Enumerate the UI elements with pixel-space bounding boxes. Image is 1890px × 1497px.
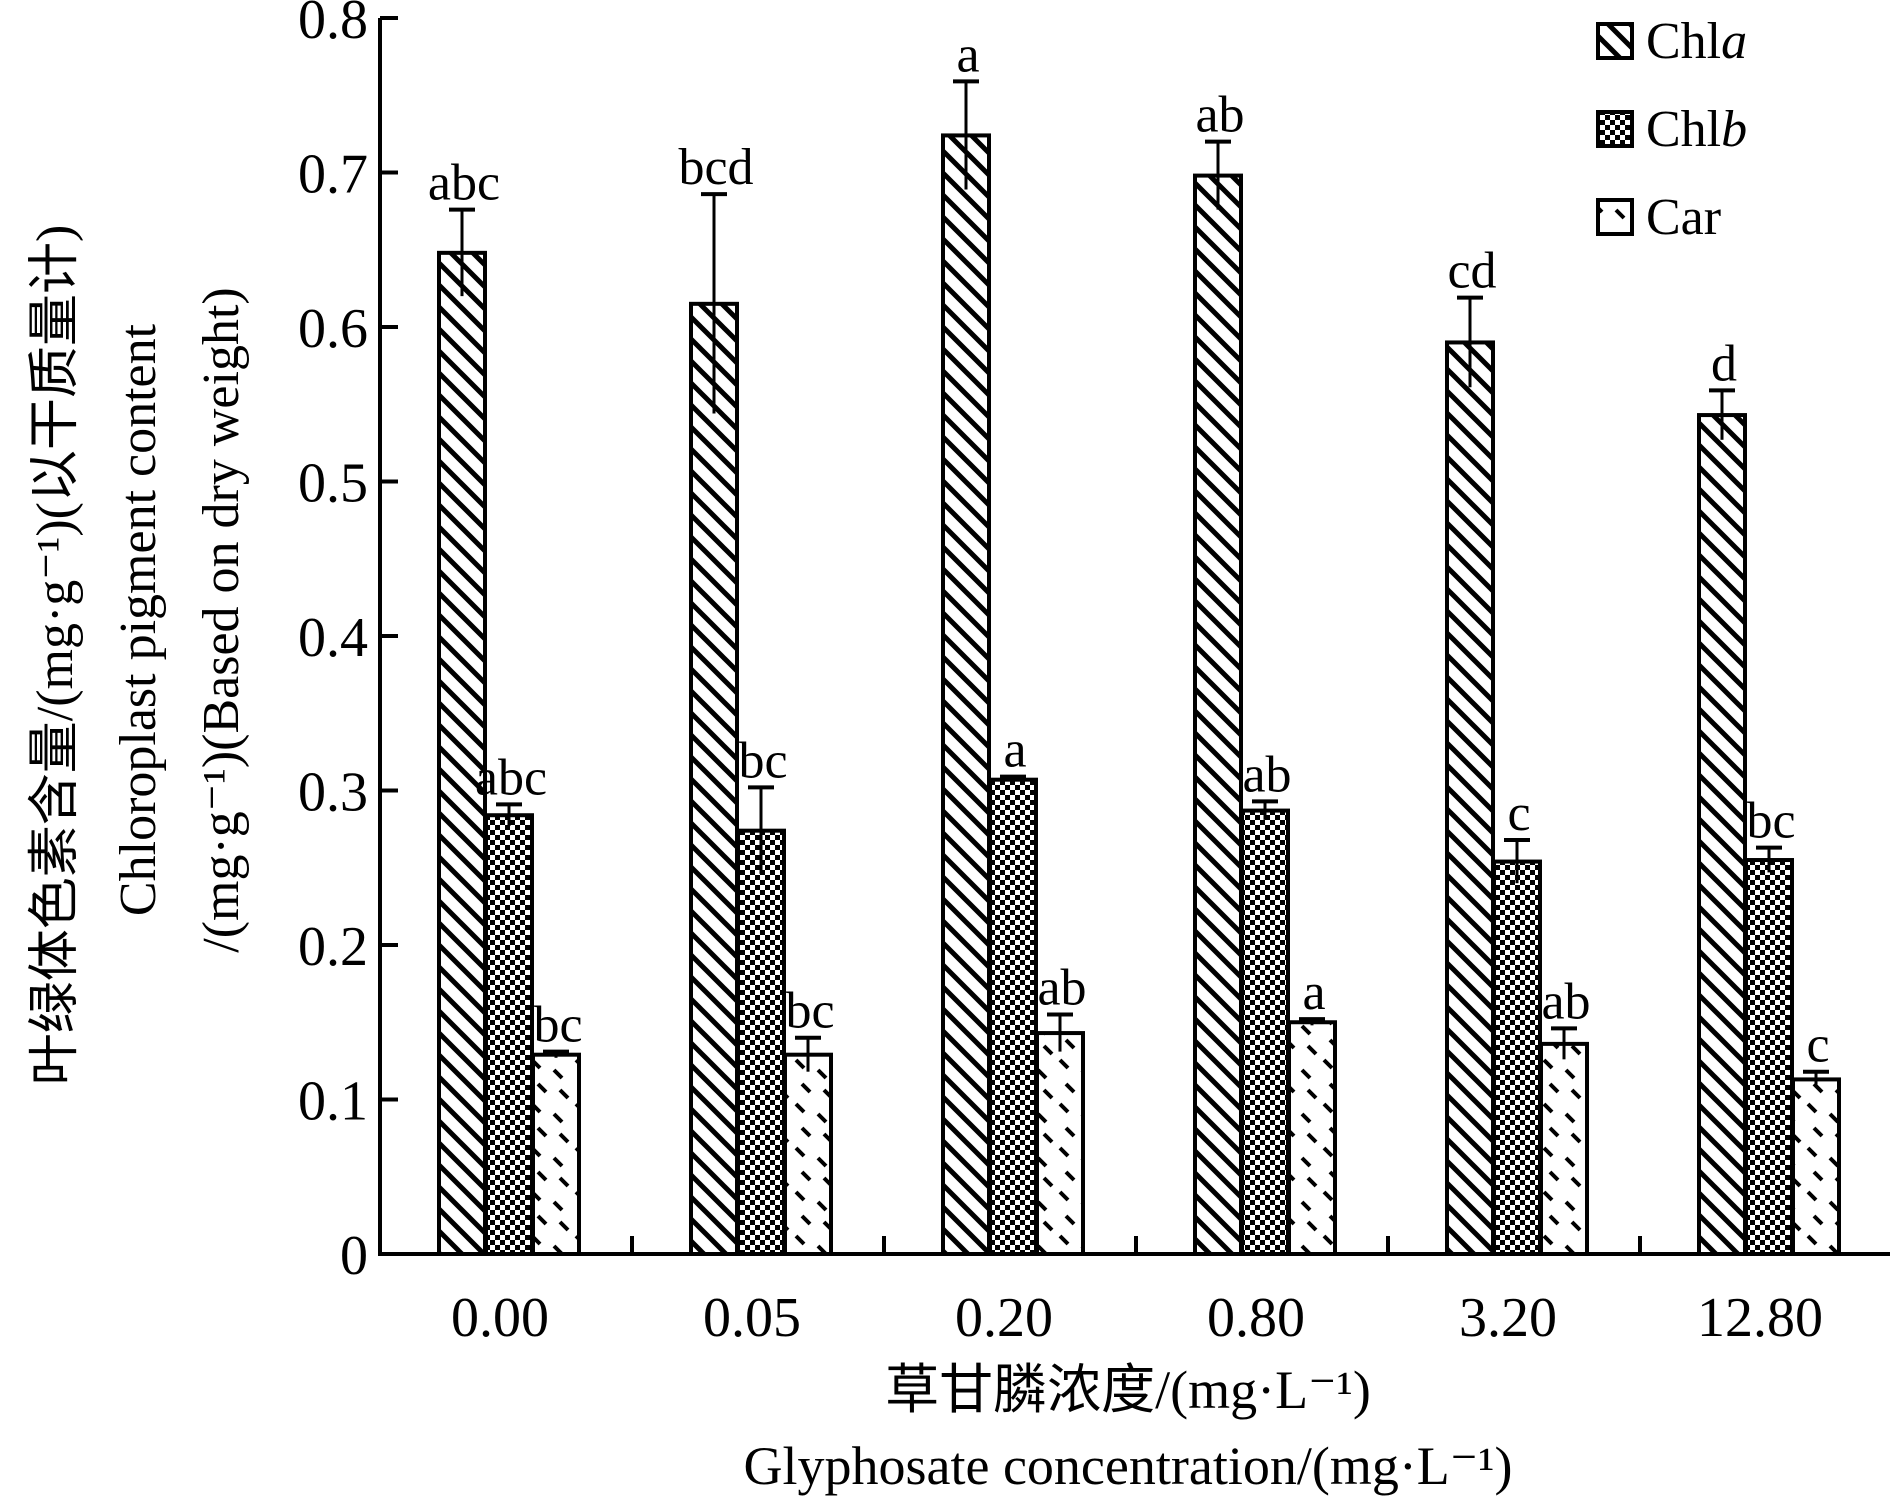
bar-car-1 (783, 1052, 833, 1256)
y-axis-label-line3: /(mg·g⁻¹)(Based on dry weight) (193, 287, 250, 952)
significance-label: ab (1195, 87, 1244, 144)
significance-label: c (1806, 1017, 1829, 1074)
error-bars (449, 79, 1829, 1088)
bar-chlb-3 (1240, 808, 1290, 1257)
significance-label: bc (738, 732, 787, 789)
bar-chla-5 (1697, 413, 1747, 1256)
x-tick-label: 12.80 (1697, 1287, 1823, 1349)
legend-label-chla: Chla (1646, 13, 1747, 70)
y-tick-label: 0.4 (298, 607, 368, 669)
y-tick-label: 0.6 (298, 298, 368, 360)
significance-label: bc (533, 997, 582, 1054)
bar-car-3 (1287, 1020, 1337, 1256)
legend-swatch-chla (1596, 22, 1634, 60)
legend-label-chlb: Chlb (1646, 101, 1747, 158)
significance-label: a (1003, 722, 1026, 779)
y-tick-label: 0.3 (298, 762, 368, 824)
y-tick-label: 0.7 (298, 144, 368, 206)
y-tick-label: 0 (340, 1225, 368, 1287)
bar-car-0 (531, 1052, 581, 1256)
bar-chlb-5 (1744, 858, 1794, 1257)
y-tick-label: 0.5 (298, 453, 368, 515)
significance-label: bcd (678, 139, 753, 196)
bar-chla-2 (941, 133, 991, 1256)
bars (437, 133, 1841, 1257)
significance-label: bc (1746, 793, 1795, 850)
significance-label: bc (785, 983, 834, 1040)
legend-swatch-car (1596, 198, 1634, 236)
significance-label: ab (1541, 973, 1590, 1030)
significance-label: abc (475, 749, 547, 806)
significance-label: c (1507, 785, 1530, 842)
bar-car-2 (1035, 1031, 1085, 1256)
y-axis: 0 0.1 0.2 0.3 0.4 0.5 0.6 0.7 0.8 (298, 0, 398, 1287)
bar-chla-4 (1445, 340, 1495, 1256)
x-axis-label-line1: 草甘膦浓度/(mg·L⁻¹) (885, 1360, 1371, 1420)
legend-label-base: Chl (1646, 13, 1721, 70)
x-tick-label: 0.05 (703, 1287, 801, 1349)
bar-car-4 (1539, 1041, 1589, 1256)
significance-label: a (1302, 964, 1325, 1021)
y-tick-label: 0.1 (298, 1071, 368, 1133)
significance-label: d (1711, 335, 1737, 392)
legend-label-italic: a (1721, 13, 1747, 70)
significance-label: a (956, 26, 979, 83)
x-tick-label: 0.00 (451, 1287, 549, 1349)
bar-chla-3 (1193, 173, 1243, 1257)
x-axis-label-line2: Glyphosate concentration/(mg·L⁻¹) (744, 1436, 1513, 1496)
y-tick-label: 0.8 (298, 0, 368, 51)
x-axis: 0.00 0.05 0.20 0.80 3.20 12.80 (451, 1236, 1823, 1349)
bar-chlb-0 (484, 813, 534, 1256)
bar-car-5 (1791, 1077, 1841, 1257)
bar-chlb-1 (736, 828, 786, 1256)
bar-chlb-2 (988, 777, 1038, 1256)
x-tick-label: 3.20 (1459, 1287, 1557, 1349)
x-tick-label: 0.80 (1207, 1287, 1305, 1349)
y-axis-label: 叶绿体色素含量/(mg·g⁻¹)(以干质量计) Chloroplast pigm… (27, 225, 250, 1086)
significance-label: cd (1447, 243, 1496, 300)
y-axis-label-line1: 叶绿体色素含量/(mg·g⁻¹)(以干质量计) (27, 225, 84, 1086)
bar-chla-1 (689, 301, 739, 1256)
legend-label-base: Car (1646, 189, 1721, 246)
bar-chlb-4 (1492, 859, 1542, 1256)
legend-label-car: Car (1646, 189, 1721, 246)
x-tick-label: 0.20 (955, 1287, 1053, 1349)
y-axis-label-line2: Chloroplast pigment content (110, 323, 167, 916)
significance-label: ab (1037, 960, 1086, 1017)
significance-label: abc (428, 155, 500, 212)
legend-swatch-chlb (1596, 110, 1634, 148)
significance-label: ab (1242, 746, 1291, 803)
x-axis-label: 草甘膦浓度/(mg·L⁻¹) Glyphosate concentration/… (744, 1360, 1513, 1496)
bar-chla-0 (437, 250, 487, 1256)
y-tick-label: 0.2 (298, 916, 368, 978)
axis-lines (378, 18, 1890, 1256)
legend-label-italic: b (1721, 101, 1747, 158)
legend-label-base: Chl (1646, 101, 1721, 158)
